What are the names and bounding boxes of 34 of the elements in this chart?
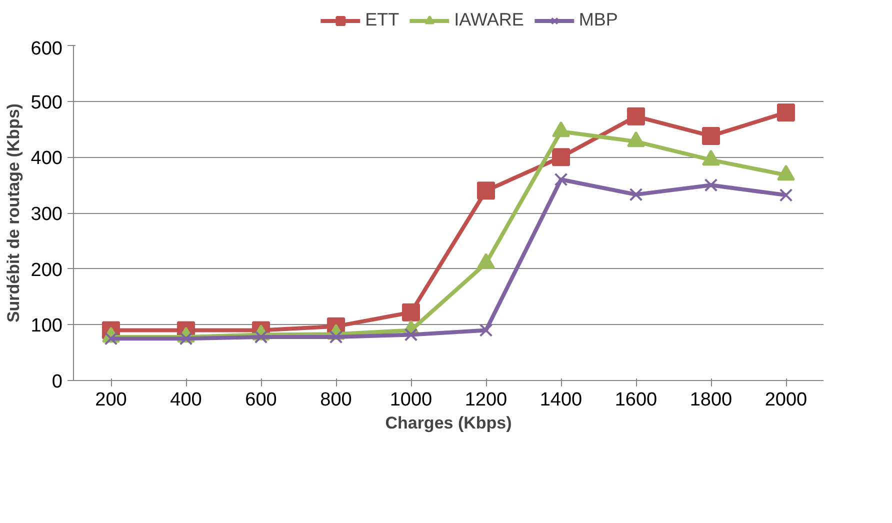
y-axis-title: Surdébit de routage (Kbps) [4,103,23,323]
y-tick-label: 0 [52,372,63,392]
y-tick-label: 400 [30,148,62,170]
point [627,107,645,126]
x-tick-label: 1000 [390,390,432,410]
y-tick-label: 500 [30,92,62,114]
point [404,328,418,342]
point [704,178,718,192]
point [552,148,570,166]
y-tick-label: 200 [30,260,62,281]
x-tick-label: 2000 [764,390,808,410]
x-axis-title: Charges (Kbps) [385,414,512,432]
x-tick-label: 400 [170,390,202,410]
x-tick-label: 800 [320,390,352,410]
point [702,126,720,145]
x-tick-label: 1800 [690,390,732,410]
y-tick-label: 600 [30,38,62,60]
x-tick-label: 1400 [540,390,582,410]
x-tick-label: 1200 [464,390,508,410]
point [779,188,793,202]
point [629,188,643,202]
point [479,324,493,337]
y-tick-label: 300 [30,204,62,225]
legend-label: IAWARE [454,10,524,30]
legend-label: ETT [365,10,400,30]
x-tick-label: 600 [245,390,277,410]
x-tick-label: 1600 [614,390,658,410]
x-tick-label: 200 [95,390,127,410]
y-tick-label: 100 [30,316,62,337]
point [777,104,795,122]
point [402,303,420,322]
legend-label: MBP [578,10,618,30]
point [477,182,495,200]
point [554,172,568,186]
